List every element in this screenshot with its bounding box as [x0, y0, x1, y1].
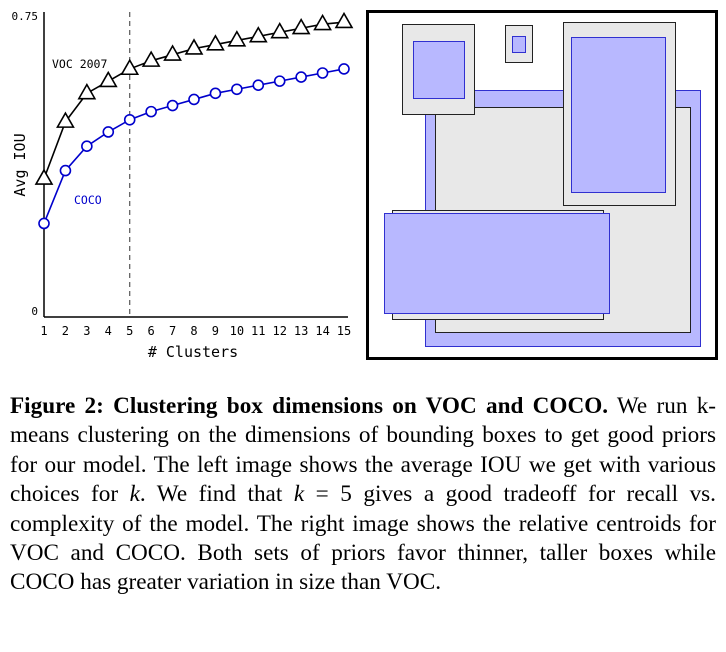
- voc-data-point: [141, 50, 161, 67]
- x-tick-label: 11: [251, 324, 265, 338]
- voc-data-point: [227, 30, 247, 47]
- voc-data-point: [98, 70, 118, 88]
- voc-data-point: [206, 34, 225, 51]
- chart-axes: [43, 12, 348, 318]
- coco-data-point: [295, 71, 307, 83]
- voc-data-point: [120, 58, 140, 76]
- coco-data-point: [273, 75, 286, 87]
- coco-centroid-small: [413, 41, 465, 99]
- caption-text-part-2: . We find that: [139, 481, 294, 508]
- voc-data-point: [291, 17, 311, 35]
- x-tick-label: 14: [315, 324, 329, 338]
- x-tick-label: 15: [337, 324, 351, 338]
- y-tick-label: 0: [31, 305, 38, 318]
- figure-label: Figure 2:: [10, 393, 104, 419]
- coco-data-point: [231, 83, 243, 96]
- math-equals-5: = 5: [304, 481, 352, 508]
- caption-text-part-3: gives a good tradeoff for recall vs. com…: [10, 481, 716, 596]
- coco-data-point: [81, 140, 93, 152]
- voc-data-point: [34, 168, 54, 185]
- math-k-1: k: [129, 481, 140, 508]
- x-tick-label: 3: [83, 324, 90, 338]
- voc-data-point: [313, 13, 332, 31]
- coco-data-point: [252, 79, 265, 91]
- x-tick-label: 8: [190, 324, 197, 338]
- figure-caption: Figure 2: Clustering box dimensions on V…: [10, 392, 716, 598]
- x-tick-label: 1: [40, 324, 47, 338]
- voc-series-label: VOC 2007: [52, 57, 107, 71]
- x-tick-label: 9: [212, 324, 219, 338]
- voc-data-point: [248, 26, 268, 43]
- coco-centroid-wide: [384, 213, 610, 314]
- x-axis-label: # Clusters: [148, 343, 238, 361]
- coco-centroid-tall: [571, 37, 666, 193]
- x-tick-label: 5: [126, 324, 133, 338]
- y-axis-label: Avg IOU: [11, 133, 29, 196]
- coco-data-point: [338, 63, 350, 75]
- voc-data-point: [163, 44, 182, 61]
- centroid-diagram: [366, 10, 718, 360]
- coco-data-point: [38, 217, 50, 230]
- coco-data-point: [188, 93, 200, 106]
- coco-centroid-tiny: [512, 36, 526, 53]
- x-tick-label: 4: [105, 324, 112, 338]
- coco-data-point: [102, 126, 115, 138]
- x-tick-label: 13: [294, 324, 308, 338]
- coco-data-point: [123, 113, 136, 126]
- x-tick-label: 6: [148, 324, 155, 338]
- voc-data-point: [56, 111, 75, 128]
- coco-data-point: [316, 67, 329, 79]
- voc-data-point: [77, 83, 97, 100]
- coco-data-point: [209, 87, 222, 100]
- voc-data-point: [334, 11, 354, 29]
- voc-data-point: [184, 38, 204, 55]
- y-tick-label: 0.75: [12, 10, 39, 23]
- chart-series: [34, 11, 354, 230]
- coco-data-point: [59, 164, 72, 177]
- x-tick-label: 10: [230, 324, 244, 338]
- coco-data-point: [145, 105, 157, 118]
- coco-series-label: COCO: [74, 193, 102, 207]
- x-tick-label: 12: [272, 324, 286, 338]
- x-tick-label: 7: [169, 324, 176, 338]
- coco-data-point: [166, 99, 179, 112]
- voc-data-point: [270, 22, 290, 39]
- math-k-2: k: [293, 481, 305, 508]
- caption-heading: Clustering box dimensions on VOC and COC…: [113, 393, 609, 419]
- caption-text-part-1: We run k-means clustering on the dimensi…: [10, 393, 717, 508]
- x-tick-label: 2: [62, 324, 69, 338]
